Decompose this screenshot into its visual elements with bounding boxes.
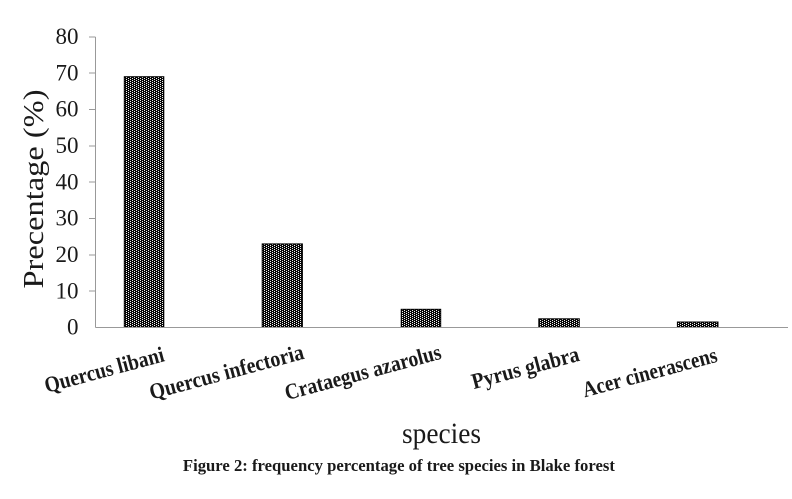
svg-text:20: 20 [56,242,79,267]
svg-text:species: species [402,417,481,450]
svg-text:70: 70 [56,60,79,85]
svg-text:Figure 2: frequency percentage: Figure 2: frequency percentage of tree s… [183,456,615,475]
svg-text:30: 30 [56,206,79,231]
svg-text:0: 0 [67,315,79,340]
svg-text:60: 60 [56,97,79,122]
svg-text:10: 10 [56,278,79,303]
svg-text:Precentage (%): Precentage (%) [19,90,50,289]
svg-text:80: 80 [56,24,79,49]
svg-text:50: 50 [56,133,79,158]
svg-text:40: 40 [56,169,79,194]
